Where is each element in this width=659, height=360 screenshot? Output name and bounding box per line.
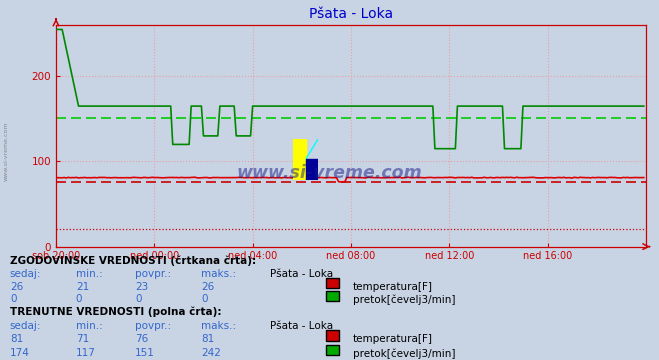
Text: 26: 26 <box>10 282 23 292</box>
Text: 117: 117 <box>76 348 96 359</box>
Text: maks.:: maks.: <box>201 321 236 331</box>
Text: sedaj:: sedaj: <box>10 321 42 331</box>
Text: 0: 0 <box>10 294 16 305</box>
Text: 0: 0 <box>201 294 208 305</box>
Text: 71: 71 <box>76 334 89 344</box>
Text: ZGODOVINSKE VREDNOSTI (črtkana črta):: ZGODOVINSKE VREDNOSTI (črtkana črta): <box>10 256 256 266</box>
Text: Pšata - Loka: Pšata - Loka <box>270 321 333 331</box>
Text: www.si-vreme.com: www.si-vreme.com <box>237 164 422 182</box>
Text: pretok[čevelj3/min]: pretok[čevelj3/min] <box>353 294 455 305</box>
Text: maks.:: maks.: <box>201 269 236 279</box>
Text: povpr.:: povpr.: <box>135 321 171 331</box>
Text: 151: 151 <box>135 348 155 359</box>
Text: min.:: min.: <box>76 269 103 279</box>
Title: Pšata - Loka: Pšata - Loka <box>309 7 393 21</box>
Text: 21: 21 <box>76 282 89 292</box>
Text: www.si-vreme.com: www.si-vreme.com <box>4 121 9 181</box>
Text: 76: 76 <box>135 334 148 344</box>
Text: temperatura[F]: temperatura[F] <box>353 282 432 292</box>
Text: 23: 23 <box>135 282 148 292</box>
Text: 242: 242 <box>201 348 221 359</box>
Text: povpr.:: povpr.: <box>135 269 171 279</box>
Text: TRENUTNE VREDNOSTI (polna črta):: TRENUTNE VREDNOSTI (polna črta): <box>10 307 221 317</box>
Polygon shape <box>306 159 318 180</box>
Text: 0: 0 <box>76 294 82 305</box>
Text: 174: 174 <box>10 348 30 359</box>
Text: 81: 81 <box>201 334 214 344</box>
Text: temperatura[F]: temperatura[F] <box>353 334 432 344</box>
Text: 26: 26 <box>201 282 214 292</box>
Text: sedaj:: sedaj: <box>10 269 42 279</box>
Polygon shape <box>293 139 306 180</box>
Text: 0: 0 <box>135 294 142 305</box>
Text: Pšata - Loka: Pšata - Loka <box>270 269 333 279</box>
Text: min.:: min.: <box>76 321 103 331</box>
Polygon shape <box>306 139 318 159</box>
Text: 81: 81 <box>10 334 23 344</box>
Text: pretok[čevelj3/min]: pretok[čevelj3/min] <box>353 348 455 359</box>
